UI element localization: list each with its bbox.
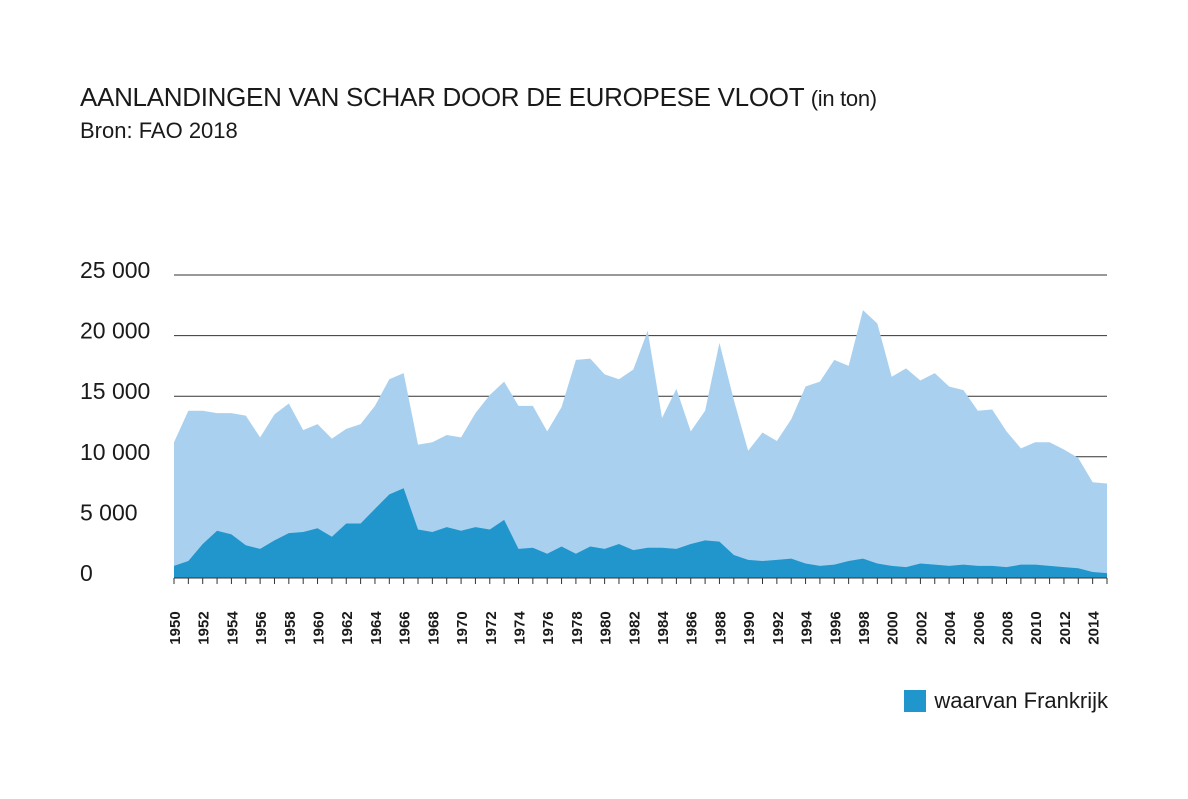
x-tick-label: 1976: [540, 611, 557, 644]
x-tick-label: 1962: [339, 611, 356, 644]
x-tick-label: 2004: [942, 611, 959, 645]
x-tick-label: 1996: [827, 611, 844, 644]
x-tick-label: 2000: [885, 611, 902, 644]
axes: 0 5 000 10 000 15 000 20 000 25 000 1950 1952 19…: [80, 257, 1108, 645]
x-tick-label: 2010: [1028, 611, 1045, 644]
y-tick-label: 20 000: [80, 318, 150, 344]
legend-swatch-france: [904, 690, 927, 712]
x-tick-label: 1958: [282, 611, 299, 644]
x-tick-label: 2014: [1086, 611, 1103, 645]
x-tick-label: 1952: [196, 611, 213, 644]
x-tick-label: 1954: [224, 611, 241, 645]
chart-title-unit: (in ton): [810, 86, 877, 111]
x-tick-label: 1980: [598, 611, 615, 644]
chart-title-text: AANLANDINGEN VAN SCHAR DOOR DE EUROPESE …: [80, 82, 804, 112]
x-tick-label: 1974: [511, 611, 528, 645]
x-tick-label: 1956: [253, 611, 270, 644]
legend: waarvan Frankrijk: [904, 688, 1108, 714]
x-tick-label: 1966: [397, 611, 414, 644]
x-tick-label: 1970: [454, 611, 471, 644]
x-tick-label: 1984: [655, 611, 672, 645]
x-tick-label: 1982: [626, 611, 643, 644]
chart-source: Bron: FAO 2018: [80, 118, 238, 143]
x-tick-label: 1990: [741, 611, 758, 644]
area-series: [174, 310, 1107, 578]
x-tick-label: 2002: [913, 611, 930, 644]
y-tick-label: 15 000: [80, 378, 150, 404]
x-tick-label: 2008: [1000, 611, 1017, 644]
x-tick-label: 1964: [368, 611, 385, 645]
x-tick-label: 1988: [712, 611, 729, 644]
x-tick-label: 1968: [425, 611, 442, 644]
x-tick-label: 1986: [684, 611, 701, 644]
chart-title: AANLANDINGEN VAN SCHAR DOOR DE EUROPESE …: [80, 82, 877, 113]
x-tick-label: 1960: [311, 611, 328, 644]
legend-label-france: waarvan Frankrijk: [934, 688, 1108, 713]
x-tick-label: 1992: [770, 611, 787, 644]
y-tick-label: 10 000: [80, 439, 150, 465]
x-tick-label: 2006: [971, 611, 988, 644]
x-tick-label: 1950: [167, 611, 184, 644]
x-tick-label: 1978: [569, 611, 586, 644]
x-tick-label: 1998: [856, 611, 873, 644]
y-tick-label: 0: [80, 560, 93, 586]
y-tick-label: 25 000: [80, 257, 150, 283]
y-tick-label: 5 000: [80, 499, 138, 525]
x-tick-label: 1972: [483, 611, 500, 644]
x-tick-label: 1994: [799, 611, 816, 645]
x-tick-label: 2012: [1057, 611, 1074, 644]
area-france: [174, 488, 1107, 578]
